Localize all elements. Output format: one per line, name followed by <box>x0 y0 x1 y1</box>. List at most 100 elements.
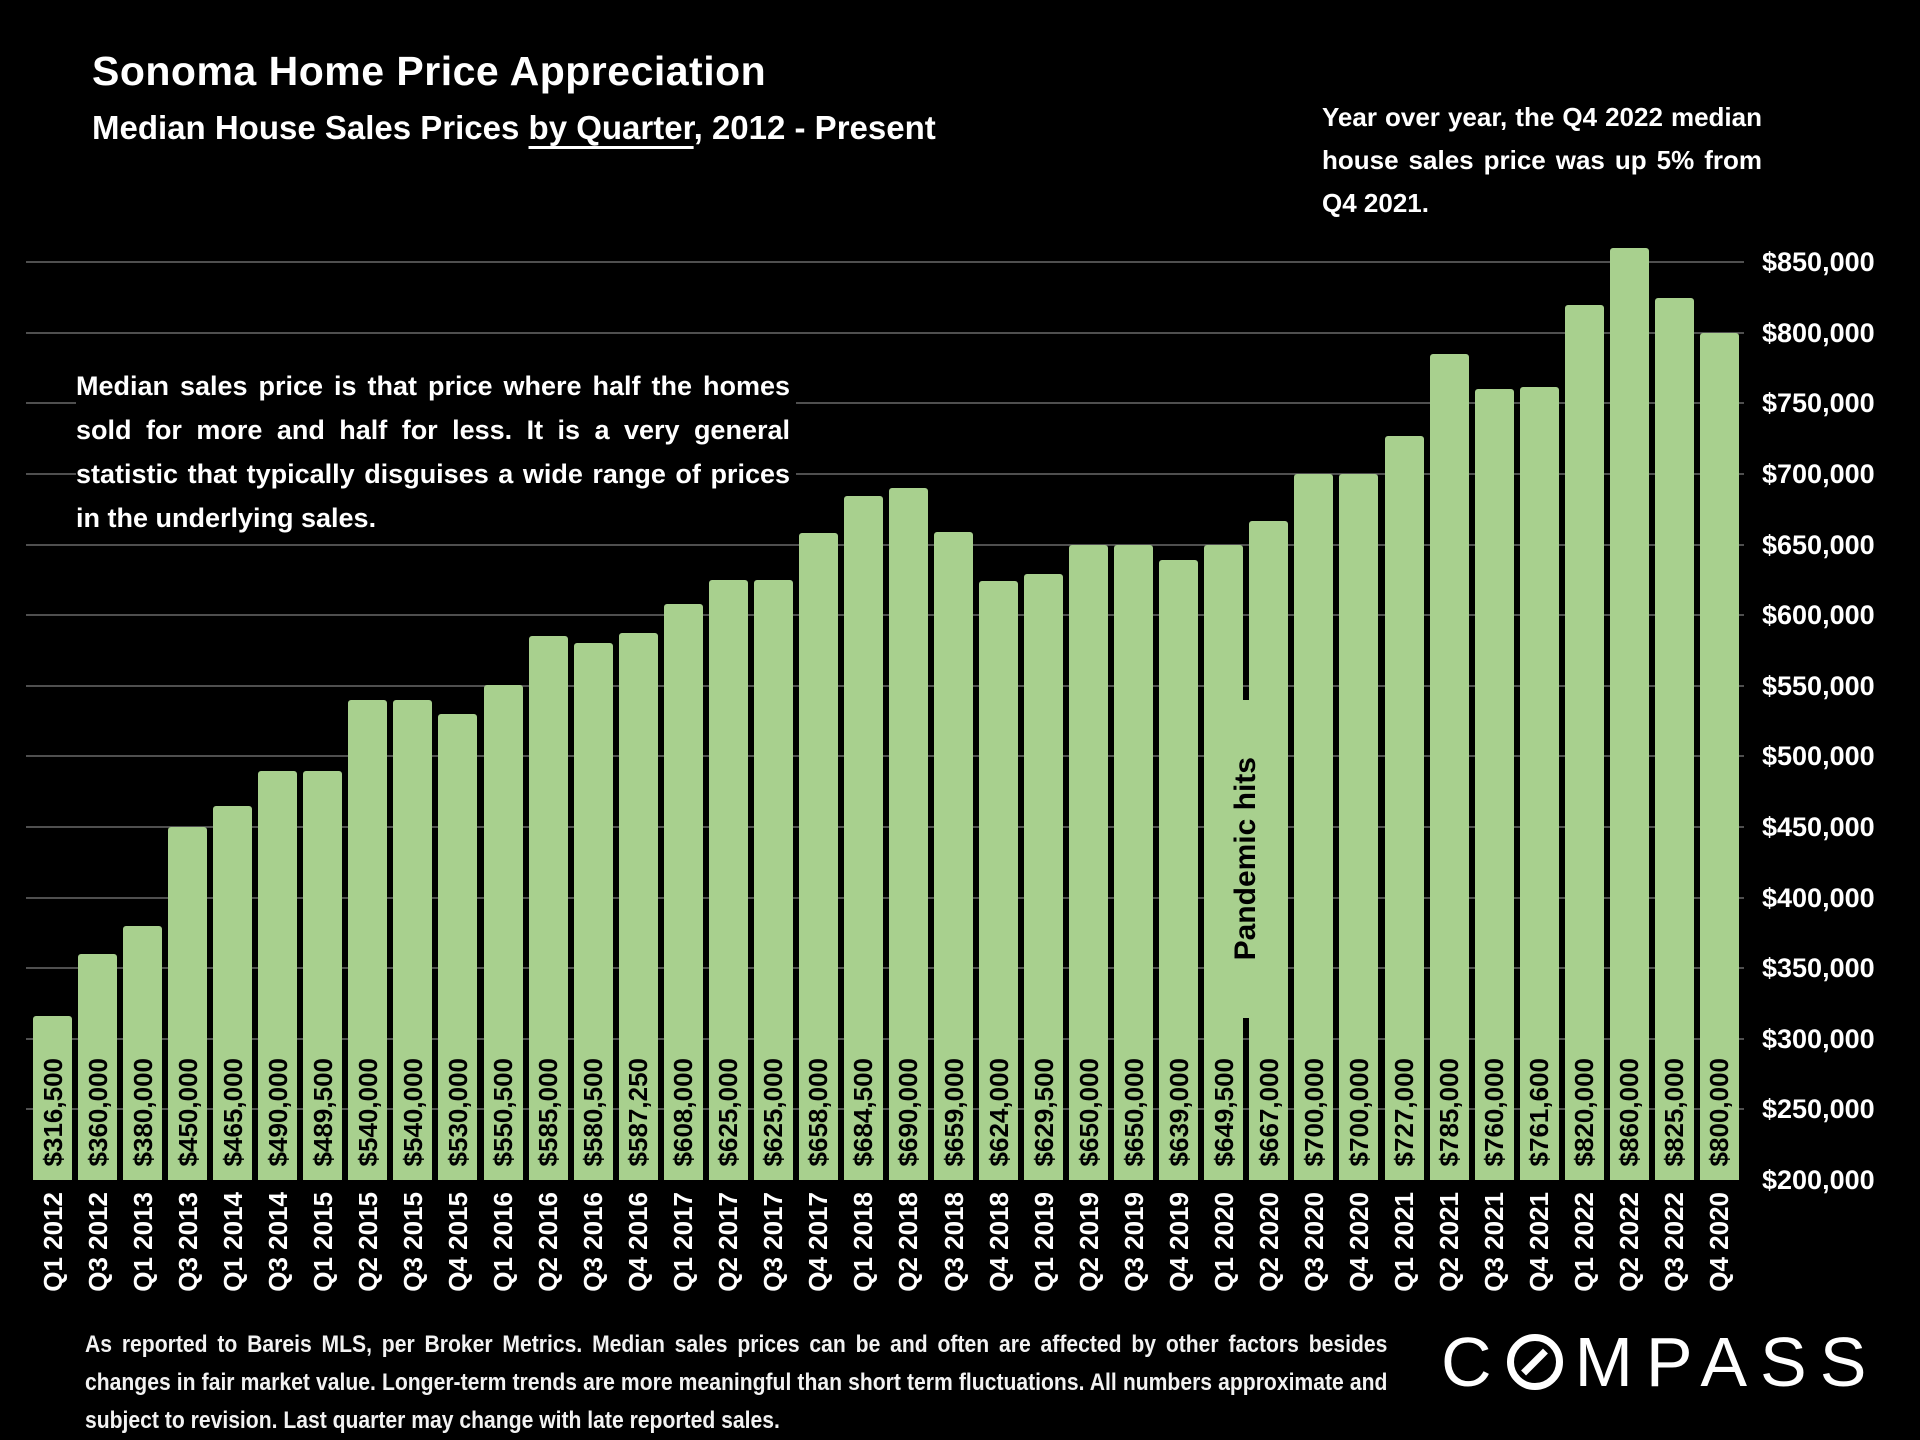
bar-value-label: $585,000 <box>533 1057 564 1166</box>
bar-q3-2015: $540,000 <box>393 699 433 1180</box>
bar-q1-2022: $820,000 <box>1564 304 1604 1180</box>
x-axis-tick: Q2 2022 <box>1610 1192 1649 1310</box>
x-axis-tick: Q1 2013 <box>123 1192 162 1310</box>
bar-q2-2019: $650,000 <box>1069 544 1109 1180</box>
pandemic-annotation-label: Pandemic hits <box>1229 757 1263 961</box>
bar-value-label: $380,000 <box>127 1057 158 1166</box>
bar-value-label: $550,500 <box>488 1057 518 1166</box>
x-axis-tick: Q1 2022 <box>1565 1192 1604 1310</box>
x-axis-tick: Q2 2017 <box>709 1192 748 1310</box>
x-axis-tick-label: Q2 2015 <box>352 1192 383 1292</box>
x-axis-tick-label: Q2 2022 <box>1614 1192 1645 1292</box>
x-axis-tick-label: Q3 2012 <box>82 1192 113 1292</box>
bar-q4-2020: $800,000 <box>1699 332 1739 1180</box>
bar-q2-2022: $860,000 <box>1609 248 1649 1180</box>
y-axis-tick-label: $800,000 <box>1762 317 1875 348</box>
bar-value-label: $489,500 <box>307 1057 338 1166</box>
x-axis-tick-label: Q3 2016 <box>578 1192 609 1292</box>
x-axis-tick-label: Q1 2020 <box>1208 1192 1239 1292</box>
bar-q4-2020: $700,000 <box>1339 474 1379 1180</box>
x-axis-tick-label: Q1 2012 <box>37 1192 68 1292</box>
x-axis-tick-label: Q4 2017 <box>803 1192 834 1292</box>
x-axis-tick: Q1 2018 <box>844 1192 883 1310</box>
x-axis-tick: Q1 2017 <box>664 1192 703 1310</box>
y-axis-tick-label: $450,000 <box>1762 812 1875 842</box>
x-axis-tick: Q1 2012 <box>33 1192 72 1310</box>
bar-q4-2021: $761,600 <box>1519 387 1559 1180</box>
gridline <box>26 543 1744 546</box>
bar-q4-2019: $639,000 <box>1159 560 1199 1180</box>
x-axis-tick: Q4 2017 <box>799 1192 838 1310</box>
gridline <box>26 261 1744 264</box>
x-axis-tick-label: Q1 2018 <box>848 1192 879 1292</box>
x-axis-tick-label: Q2 2019 <box>1073 1192 1104 1292</box>
bar-value-label: $650,000 <box>1073 1057 1104 1166</box>
bar-q3-2022: $825,000 <box>1654 297 1694 1180</box>
bar-q1-2016: $550,500 <box>483 685 523 1180</box>
x-axis-tick: Q3 2017 <box>754 1192 793 1310</box>
bar-value-label: $667,000 <box>1253 1057 1284 1166</box>
bar-value-label: $761,600 <box>1524 1057 1555 1166</box>
subtitle-underlined-text: by Quarter <box>528 109 694 146</box>
x-axis-tick-label: Q1 2016 <box>488 1192 518 1292</box>
y-axis-tick-label: $200,000 <box>1762 1165 1875 1195</box>
bar-q4-2017: $658,000 <box>798 533 838 1180</box>
footnote: As reported to Bareis MLS, per Broker Me… <box>85 1331 1388 1434</box>
y-axis-tick-label: $650,000 <box>1762 529 1875 560</box>
bar-q1-2021: $727,000 <box>1384 435 1424 1180</box>
x-axis-tick-label: Q4 2016 <box>623 1192 654 1292</box>
x-axis-tick-label: Q3 2015 <box>397 1192 428 1292</box>
x-axis-tick: Q3 2012 <box>78 1192 117 1310</box>
bar-value-label: $800,000 <box>1704 1057 1735 1166</box>
bar-q2-2021: $785,000 <box>1429 353 1469 1180</box>
x-axis-tick-label: Q3 2014 <box>262 1192 293 1292</box>
bar-value-label: $727,000 <box>1389 1057 1419 1166</box>
bar-value-label: $820,000 <box>1569 1057 1600 1166</box>
x-axis-tick-label: Q1 2015 <box>307 1192 338 1292</box>
bar-value-label: $490,000 <box>262 1057 293 1166</box>
bar-value-label: $450,000 <box>172 1057 203 1166</box>
y-axis-tick-label: $500,000 <box>1762 741 1875 772</box>
bar-value-label: $625,000 <box>713 1057 744 1166</box>
bar-q1-2018: $684,500 <box>843 495 883 1180</box>
x-axis-tick: Q3 2019 <box>1114 1192 1153 1310</box>
bar-q2-2017: $625,000 <box>708 579 748 1180</box>
x-axis-tick: Q1 2014 <box>213 1192 252 1310</box>
bar-value-label: $629,500 <box>1028 1057 1059 1166</box>
gridline <box>26 402 1744 405</box>
y-axis-tick-label: $550,000 <box>1762 670 1875 701</box>
x-axis-tick-label: Q4 2020 <box>1704 1192 1735 1292</box>
x-axis-tick-label: Q2 2018 <box>893 1192 924 1292</box>
x-axis-tick-label: Q4 2019 <box>1163 1192 1194 1292</box>
x-axis-tick: Q1 2019 <box>1024 1192 1063 1310</box>
bar-value-label: $684,500 <box>848 1057 879 1166</box>
bar-value-label: $700,000 <box>1298 1057 1329 1166</box>
x-axis-tick-label: Q3 2022 <box>1659 1192 1690 1292</box>
y-axis-tick-label: $600,000 <box>1762 600 1875 631</box>
bar-q2-2015: $540,000 <box>348 699 388 1180</box>
gridline <box>26 755 1744 758</box>
y-axis-tick-label: $750,000 <box>1762 388 1875 419</box>
bar-q4-2018: $624,000 <box>979 581 1019 1180</box>
bar-q3-2016: $580,500 <box>573 642 613 1180</box>
x-axis-tick-label: Q3 2020 <box>1298 1192 1329 1292</box>
compass-o-icon <box>1506 1334 1563 1390</box>
bar-value-label: $785,000 <box>1434 1057 1465 1166</box>
x-axis-tick: Q2 2019 <box>1069 1192 1108 1310</box>
gridline <box>26 896 1744 899</box>
logo-text-prefix: C <box>1441 1323 1505 1401</box>
x-axis-tick: Q4 2019 <box>1159 1192 1198 1310</box>
x-axis-tick-label: Q1 2017 <box>668 1192 699 1292</box>
x-axis-tick-label: Q1 2022 <box>1569 1192 1600 1292</box>
bar-q3-2014: $490,000 <box>258 770 298 1180</box>
gridline <box>26 684 1744 687</box>
bar-q3-2021: $760,000 <box>1474 389 1514 1180</box>
subtitle-prefix: Median House Sales Prices <box>92 109 529 146</box>
x-axis-tick-label: Q2 2020 <box>1253 1192 1284 1292</box>
gridline <box>26 1108 1744 1111</box>
bar-q3-2019: $650,000 <box>1114 544 1154 1180</box>
bar-q2-2018: $690,000 <box>888 488 928 1180</box>
bar-value-label: $625,000 <box>758 1057 789 1166</box>
subtitle-suffix: , 2012 - Present <box>693 109 936 146</box>
x-axis-tick: Q2 2015 <box>348 1192 387 1310</box>
